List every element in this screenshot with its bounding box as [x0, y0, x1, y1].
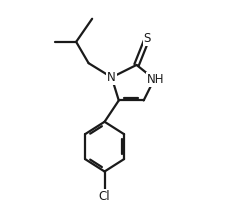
Text: NH: NH	[147, 73, 165, 86]
Text: Cl: Cl	[99, 190, 110, 203]
Text: N: N	[107, 71, 116, 84]
Text: S: S	[143, 32, 151, 45]
